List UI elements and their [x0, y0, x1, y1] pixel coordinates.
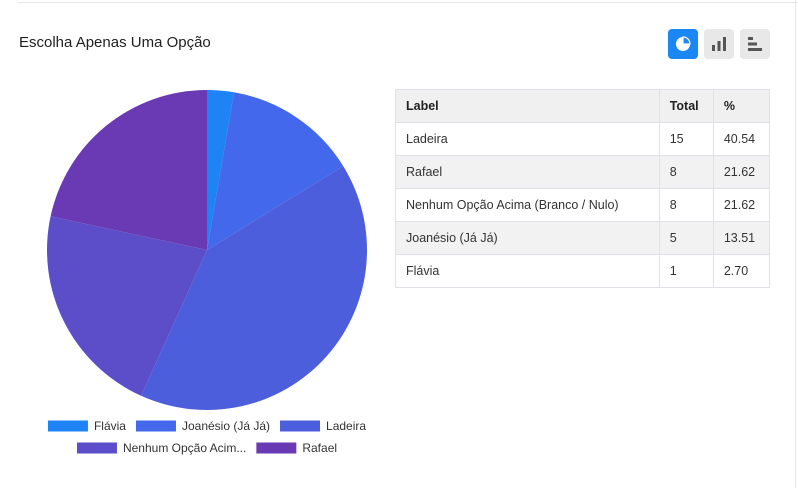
hbar-view-button[interactable] — [740, 29, 770, 59]
row-percent: 2.70 — [712, 254, 771, 288]
table-row: Nenhum Opção Acima (Branco / Nulo) 8 21.… — [395, 188, 771, 222]
table-row: Flávia 1 2.70 — [395, 254, 771, 288]
header-label: Label — [395, 89, 660, 123]
legend-item[interactable]: Rafael — [256, 441, 337, 455]
row-label: Rafael — [395, 155, 660, 189]
row-total: 1 — [658, 254, 714, 288]
row-label: Nenhum Opção Acima (Branco / Nulo) — [395, 188, 660, 222]
horizontal-bar-chart-icon — [748, 37, 762, 51]
header-percent: % — [712, 89, 771, 123]
legend-label: Nenhum Opção Acim... — [123, 441, 246, 455]
table-row: Joanésio (Já Já) 5 13.51 — [395, 221, 771, 255]
legend-label: Rafael — [302, 441, 337, 455]
legend-label: Flávia — [94, 419, 126, 433]
legend-item[interactable]: Ladeira — [280, 419, 366, 433]
right-divider — [795, 0, 796, 488]
row-percent: 40.54 — [712, 122, 771, 156]
pie-chart-area: Flávia Joanésio (Já Já) Ladeira Nenhum Opçã… — [0, 80, 400, 480]
table-row: Rafael 8 21.62 — [395, 155, 771, 189]
table-row: Ladeira 15 40.54 — [395, 122, 771, 156]
pie-slice-1[interactable] — [207, 90, 235, 250]
row-total: 8 — [658, 188, 714, 222]
row-label: Ladeira — [395, 122, 660, 156]
legend-swatch — [280, 420, 321, 432]
row-total: 5 — [658, 221, 714, 255]
row-percent: 13.51 — [712, 221, 771, 255]
legend-item[interactable]: Flávia — [47, 419, 126, 433]
bar-view-button[interactable] — [704, 29, 734, 59]
row-label: Joanésio (Já Já) — [395, 221, 660, 255]
top-divider — [18, 2, 798, 3]
pie-slice-4[interactable] — [46, 216, 207, 396]
pie-chart: Flávia Joanésio (Já Já) Ladeira Nenhum Opçã… — [46, 90, 367, 455]
row-total: 15 — [658, 122, 714, 156]
pie-view-button[interactable] — [668, 29, 698, 59]
legend-label: Joanésio (Já Já) — [182, 419, 270, 433]
chart-view-toggle — [668, 29, 770, 59]
header-total: Total — [658, 89, 714, 123]
pie-chart-icon — [676, 36, 691, 51]
results-table: Label Total % Ladeira 15 40.54 Rafael 8 … — [395, 89, 771, 288]
row-percent: 21.62 — [712, 155, 771, 189]
legend-swatch — [135, 420, 176, 432]
bar-chart-icon — [712, 37, 726, 51]
row-total: 8 — [658, 155, 714, 189]
legend-label: Ladeira — [326, 419, 366, 433]
table-header-row: Label Total % — [395, 89, 771, 123]
legend-swatch — [76, 442, 117, 454]
row-percent: 21.62 — [712, 188, 771, 222]
row-label: Flávia — [395, 254, 660, 288]
pie-slice-5[interactable] — [50, 90, 208, 250]
legend-item[interactable]: Nenhum Opção Acim... — [76, 441, 246, 455]
pie-slice-2[interactable] — [207, 92, 344, 250]
legend-swatch — [256, 442, 297, 454]
question-title: Escolha Apenas Uma Opção — [19, 34, 211, 51]
pie-slice-3[interactable] — [141, 166, 367, 411]
legend-swatch — [47, 420, 88, 432]
legend-item[interactable]: Joanésio (Já Já) — [135, 419, 270, 433]
